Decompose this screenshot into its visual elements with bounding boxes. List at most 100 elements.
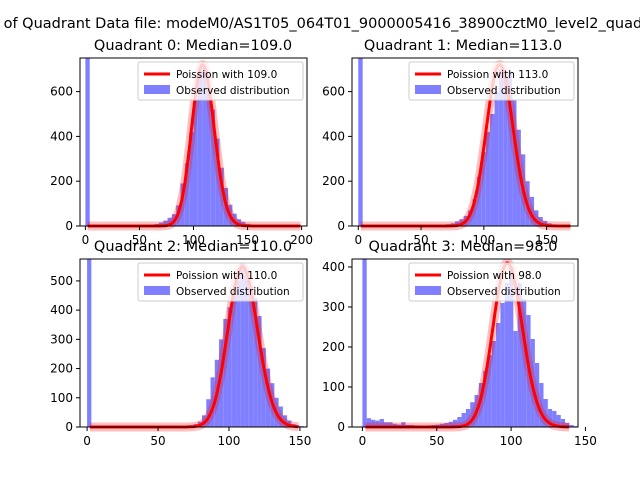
y-tick-label: 200 — [322, 174, 345, 188]
histogram-bar — [547, 409, 553, 427]
legend-box — [408, 262, 575, 302]
x-tick-label: 100 — [218, 434, 241, 448]
histogram-bar — [440, 423, 445, 427]
y-tick-label: 0 — [65, 219, 73, 233]
histogram-bar — [503, 78, 508, 226]
y-tick-label: 0 — [65, 420, 73, 434]
legend-label-poisson: Poission with 98.0 — [447, 270, 542, 282]
legend: Poission with 110.0 Observed distribution — [137, 262, 304, 302]
histogram-bar — [366, 418, 372, 427]
histogram-bar — [163, 220, 168, 226]
histogram-bar — [210, 109, 216, 226]
quadrant-1-panel: Quadrant 1: Median=113.0 0 50 100 150 0 200 400… — [322, 38, 579, 247]
histogram-bar — [491, 341, 497, 427]
x-tick-label: 50 — [132, 233, 147, 247]
histogram-bar — [465, 409, 471, 427]
histogram-bar — [358, 58, 363, 226]
quadrant-0-panel: Quadrant 0: Median=109.0 0 50 100 150 200 0 200… — [50, 38, 313, 247]
histogram-bar — [362, 259, 367, 427]
y-tick-label: 100 — [322, 380, 345, 394]
histogram-bar — [158, 222, 164, 226]
histogram-bar — [521, 299, 527, 427]
histogram-bar — [539, 383, 544, 427]
y-tick-label: 0 — [337, 420, 345, 434]
histogram-bar — [375, 420, 380, 427]
histogram-bar — [560, 419, 566, 427]
histogram-bar — [189, 131, 194, 226]
histogram-bar — [253, 298, 258, 427]
legend: Poission with 98.0 Observed distribution — [408, 262, 575, 302]
legend-box — [137, 61, 304, 101]
legend-bar-swatch — [144, 85, 170, 94]
histogram-bar — [257, 315, 262, 427]
histogram-bar — [236, 219, 242, 226]
histogram-bar — [219, 167, 224, 226]
x-tick-label: 0 — [82, 233, 90, 247]
histogram-bar — [388, 422, 393, 427]
histogram-bar — [476, 176, 482, 226]
histogram-bar — [227, 307, 232, 427]
y-tick-label: 300 — [50, 332, 73, 346]
histogram-bar — [448, 421, 453, 427]
histogram-bar — [504, 283, 510, 427]
histogram-bar — [483, 371, 488, 427]
histogram-bar — [248, 286, 254, 427]
y-tick-label: 200 — [50, 362, 73, 376]
axes-frame — [351, 57, 579, 227]
axes-frame — [351, 258, 579, 428]
quadrant-1-title: Quadrant 1: Median=113.0 — [364, 38, 562, 54]
x-tick-label: 0 — [359, 434, 367, 448]
quadrant-2-title: Quadrant 2: Median=110.0 — [94, 239, 292, 255]
histogram-bar — [167, 217, 172, 226]
quadrant-3-panel: Quadrant 3: Median=98.0 0 50 100 150 0 100 200 3… — [322, 239, 597, 448]
x-tick-label: 0 — [83, 434, 91, 448]
histogram-bar — [240, 263, 245, 427]
histogram-bar — [184, 163, 190, 226]
histogram-bar — [485, 131, 491, 226]
histogram-bar — [180, 183, 185, 226]
histogram-bar — [401, 422, 406, 427]
y-tick-label: 500 — [50, 274, 73, 288]
legend-label-observed: Observed distribution — [176, 85, 290, 97]
histogram-bar — [457, 417, 462, 427]
histogram-bar — [202, 68, 207, 226]
x-tick-label: 0 — [354, 233, 362, 247]
histogram-bar — [383, 422, 389, 427]
histogram-bar — [538, 217, 543, 226]
histogram-bar — [542, 221, 548, 226]
legend-label-poisson: Poission with 110.0 — [176, 270, 277, 282]
histogram-bar — [529, 196, 535, 226]
x-tick-label: 150 — [236, 233, 259, 247]
quadrant-3-title: Quadrant 3: Median=98.0 — [369, 239, 558, 255]
histogram-bar — [206, 89, 211, 226]
histogram-bar — [223, 318, 228, 427]
histogram-bar — [478, 383, 484, 427]
histogram-bar — [472, 199, 477, 226]
histogram-bar — [210, 377, 215, 427]
histogram-bar — [265, 368, 271, 427]
histogram-bar — [468, 210, 473, 226]
histogram-bar — [556, 415, 561, 427]
legend-bar-swatch — [144, 286, 170, 295]
legend-label-observed: Observed distribution — [176, 286, 290, 298]
histogram-bar — [244, 275, 249, 427]
y-tick-label: 400 — [50, 303, 73, 317]
legend-label-poisson: Poission with 113.0 — [447, 69, 548, 81]
legend-box — [408, 61, 575, 101]
legend: Poission with 113.0 Observed distribution — [408, 61, 575, 101]
histogram-bar — [516, 129, 521, 226]
y-tick-label: 600 — [322, 85, 345, 99]
histogram-bar — [552, 411, 557, 427]
histogram-bar — [498, 69, 504, 226]
histogram-bar — [193, 100, 198, 226]
quadrant-0-title: Quadrant 0: Median=109.0 — [94, 38, 292, 54]
histogram-bar — [487, 355, 492, 427]
x-tick-label: 150 — [288, 434, 311, 448]
histogram-bar — [481, 152, 486, 226]
histogram-bar — [278, 406, 283, 427]
histogram-bar — [569, 425, 574, 427]
x-tick-label: 50 — [413, 233, 428, 247]
histogram-bar — [496, 323, 501, 427]
y-tick-label: 300 — [322, 300, 345, 314]
figure-suptitle: Histogram of Quadrant Data file: modeM0/… — [0, 16, 640, 32]
